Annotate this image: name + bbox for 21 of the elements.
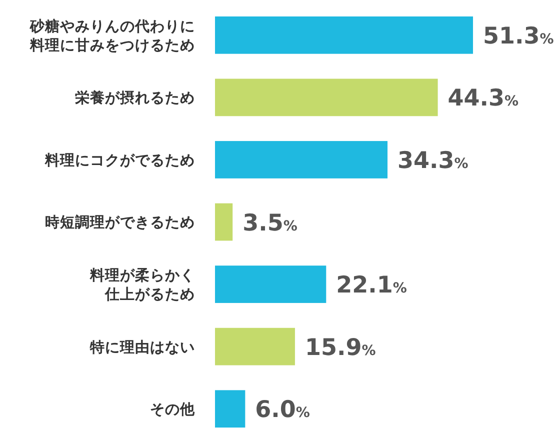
bar — [215, 141, 388, 178]
data-label: 22.1% — [336, 272, 407, 299]
bar — [215, 16, 473, 54]
y-tick-label: 料理が柔らかく仕上がるため — [89, 267, 195, 304]
y-tick-label: 料理にコクがでるため — [44, 152, 195, 169]
bar — [215, 78, 438, 116]
y-tick-label: 特に理由はない — [89, 338, 195, 356]
y-tick-label: その他 — [150, 401, 196, 418]
y-tick-label: 時短調理ができるため — [45, 213, 195, 232]
bar — [215, 328, 295, 366]
y-tick-label: 砂糖やみりんの代わりに料理に甘みをつけるため — [29, 18, 195, 54]
bar — [215, 266, 326, 303]
data-label: 3.5% — [242, 210, 298, 236]
data-label: 15.9% — [304, 334, 376, 361]
data-label: 6.0% — [255, 397, 310, 424]
data-label: 44.3% — [448, 86, 519, 112]
data-label: 51.3% — [483, 23, 554, 50]
data-label: 34.3% — [398, 148, 468, 174]
y-tick-label: 栄養が摂れるため — [75, 90, 195, 107]
bar — [215, 203, 233, 241]
bar — [215, 390, 246, 428]
